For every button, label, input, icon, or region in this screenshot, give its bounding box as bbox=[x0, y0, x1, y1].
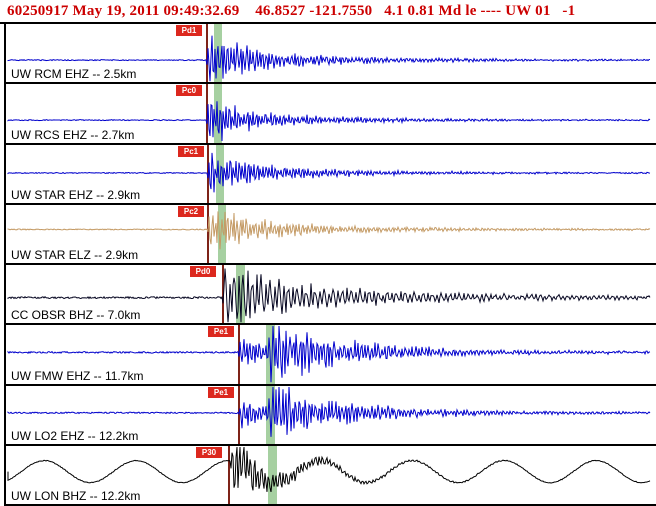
waveform-4[interactable] bbox=[6, 265, 656, 323]
waveform-6[interactable] bbox=[6, 386, 656, 444]
trace-label: CC OBSR BHZ -- 7.0km bbox=[11, 308, 141, 323]
trace-label: UW STAR EHZ -- 2.9km bbox=[11, 187, 141, 202]
trace-label: UW STAR ELZ -- 2.9km bbox=[11, 248, 139, 262]
waveform-3[interactable] bbox=[6, 205, 656, 263]
pick-flag[interactable]: P30 bbox=[196, 446, 222, 458]
coda-duration-band[interactable] bbox=[236, 265, 245, 324]
trace-label: UW LON BHZ -- 12.2km bbox=[11, 489, 141, 503]
p-arrival-line[interactable] bbox=[206, 24, 208, 83]
trace-label: UW LO2 EHZ -- 12.2km bbox=[11, 428, 139, 443]
event-header: 60250917 May 19, 2011 09:49:32.69 46.852… bbox=[0, 0, 656, 24]
trace-panel-stack: Pd1 UW RCM EHZ -- 2.5km Pc0 UW RCS EHZ -- 2… bbox=[4, 24, 656, 506]
coda-duration-band[interactable] bbox=[218, 204, 226, 263]
waveform-5[interactable] bbox=[6, 325, 656, 383]
trace-panel-5[interactable]: Pe1 UW FMW EHZ -- 11.7km bbox=[6, 325, 656, 386]
trace-panel-1[interactable]: Pc0 UW RCS EHZ -- 2.7km bbox=[6, 84, 656, 145]
trace-label: UW RCS EHZ -- 2.7km bbox=[11, 127, 135, 142]
event-summary-text: 60250917 May 19, 2011 09:49:32.69 46.852… bbox=[7, 2, 576, 19]
coda-duration-band[interactable] bbox=[216, 144, 224, 203]
waveform-7[interactable] bbox=[6, 446, 656, 504]
trace-label: UW RCM EHZ -- 2.5km bbox=[11, 67, 137, 82]
pick-flag[interactable]: Pe1 bbox=[208, 326, 234, 338]
pick-flag[interactable]: Pd0 bbox=[190, 266, 216, 277]
p-arrival-line[interactable] bbox=[222, 265, 224, 324]
waveform-0[interactable] bbox=[6, 24, 656, 82]
coda-duration-band[interactable] bbox=[214, 84, 222, 143]
trace-panel-0[interactable]: Pd1 UW RCM EHZ -- 2.5km bbox=[6, 24, 656, 85]
p-arrival-line[interactable] bbox=[206, 84, 208, 143]
trace-panel-2[interactable]: Pc1 UW STAR EHZ -- 2.9km bbox=[6, 144, 656, 205]
p-arrival-line[interactable] bbox=[207, 204, 209, 263]
pick-flag[interactable]: Pc2 bbox=[178, 205, 204, 217]
pick-flag[interactable]: Pe1 bbox=[208, 386, 234, 398]
trace-panel-6[interactable]: Pe1 UW LO2 EHZ -- 12.2km bbox=[6, 385, 656, 446]
pick-flag[interactable]: Pd1 bbox=[176, 25, 202, 36]
trace-panel-3[interactable]: Pc2 UW STAR ELZ -- 2.9km bbox=[6, 204, 656, 265]
trace-label: UW FMW EHZ -- 11.7km bbox=[11, 368, 144, 383]
p-arrival-line[interactable] bbox=[238, 385, 240, 444]
trace-panel-7[interactable]: P30 UW LON BHZ -- 12.2km bbox=[6, 445, 656, 506]
p-arrival-line[interactable] bbox=[228, 445, 230, 504]
waveform-1[interactable] bbox=[6, 84, 656, 142]
waveform-2[interactable] bbox=[6, 145, 656, 203]
trace-panel-4[interactable]: Pd0 CC OBSR BHZ -- 7.0km bbox=[6, 265, 656, 326]
pick-flag[interactable]: Pc1 bbox=[178, 145, 204, 157]
pick-flag[interactable]: Pc0 bbox=[176, 85, 202, 97]
